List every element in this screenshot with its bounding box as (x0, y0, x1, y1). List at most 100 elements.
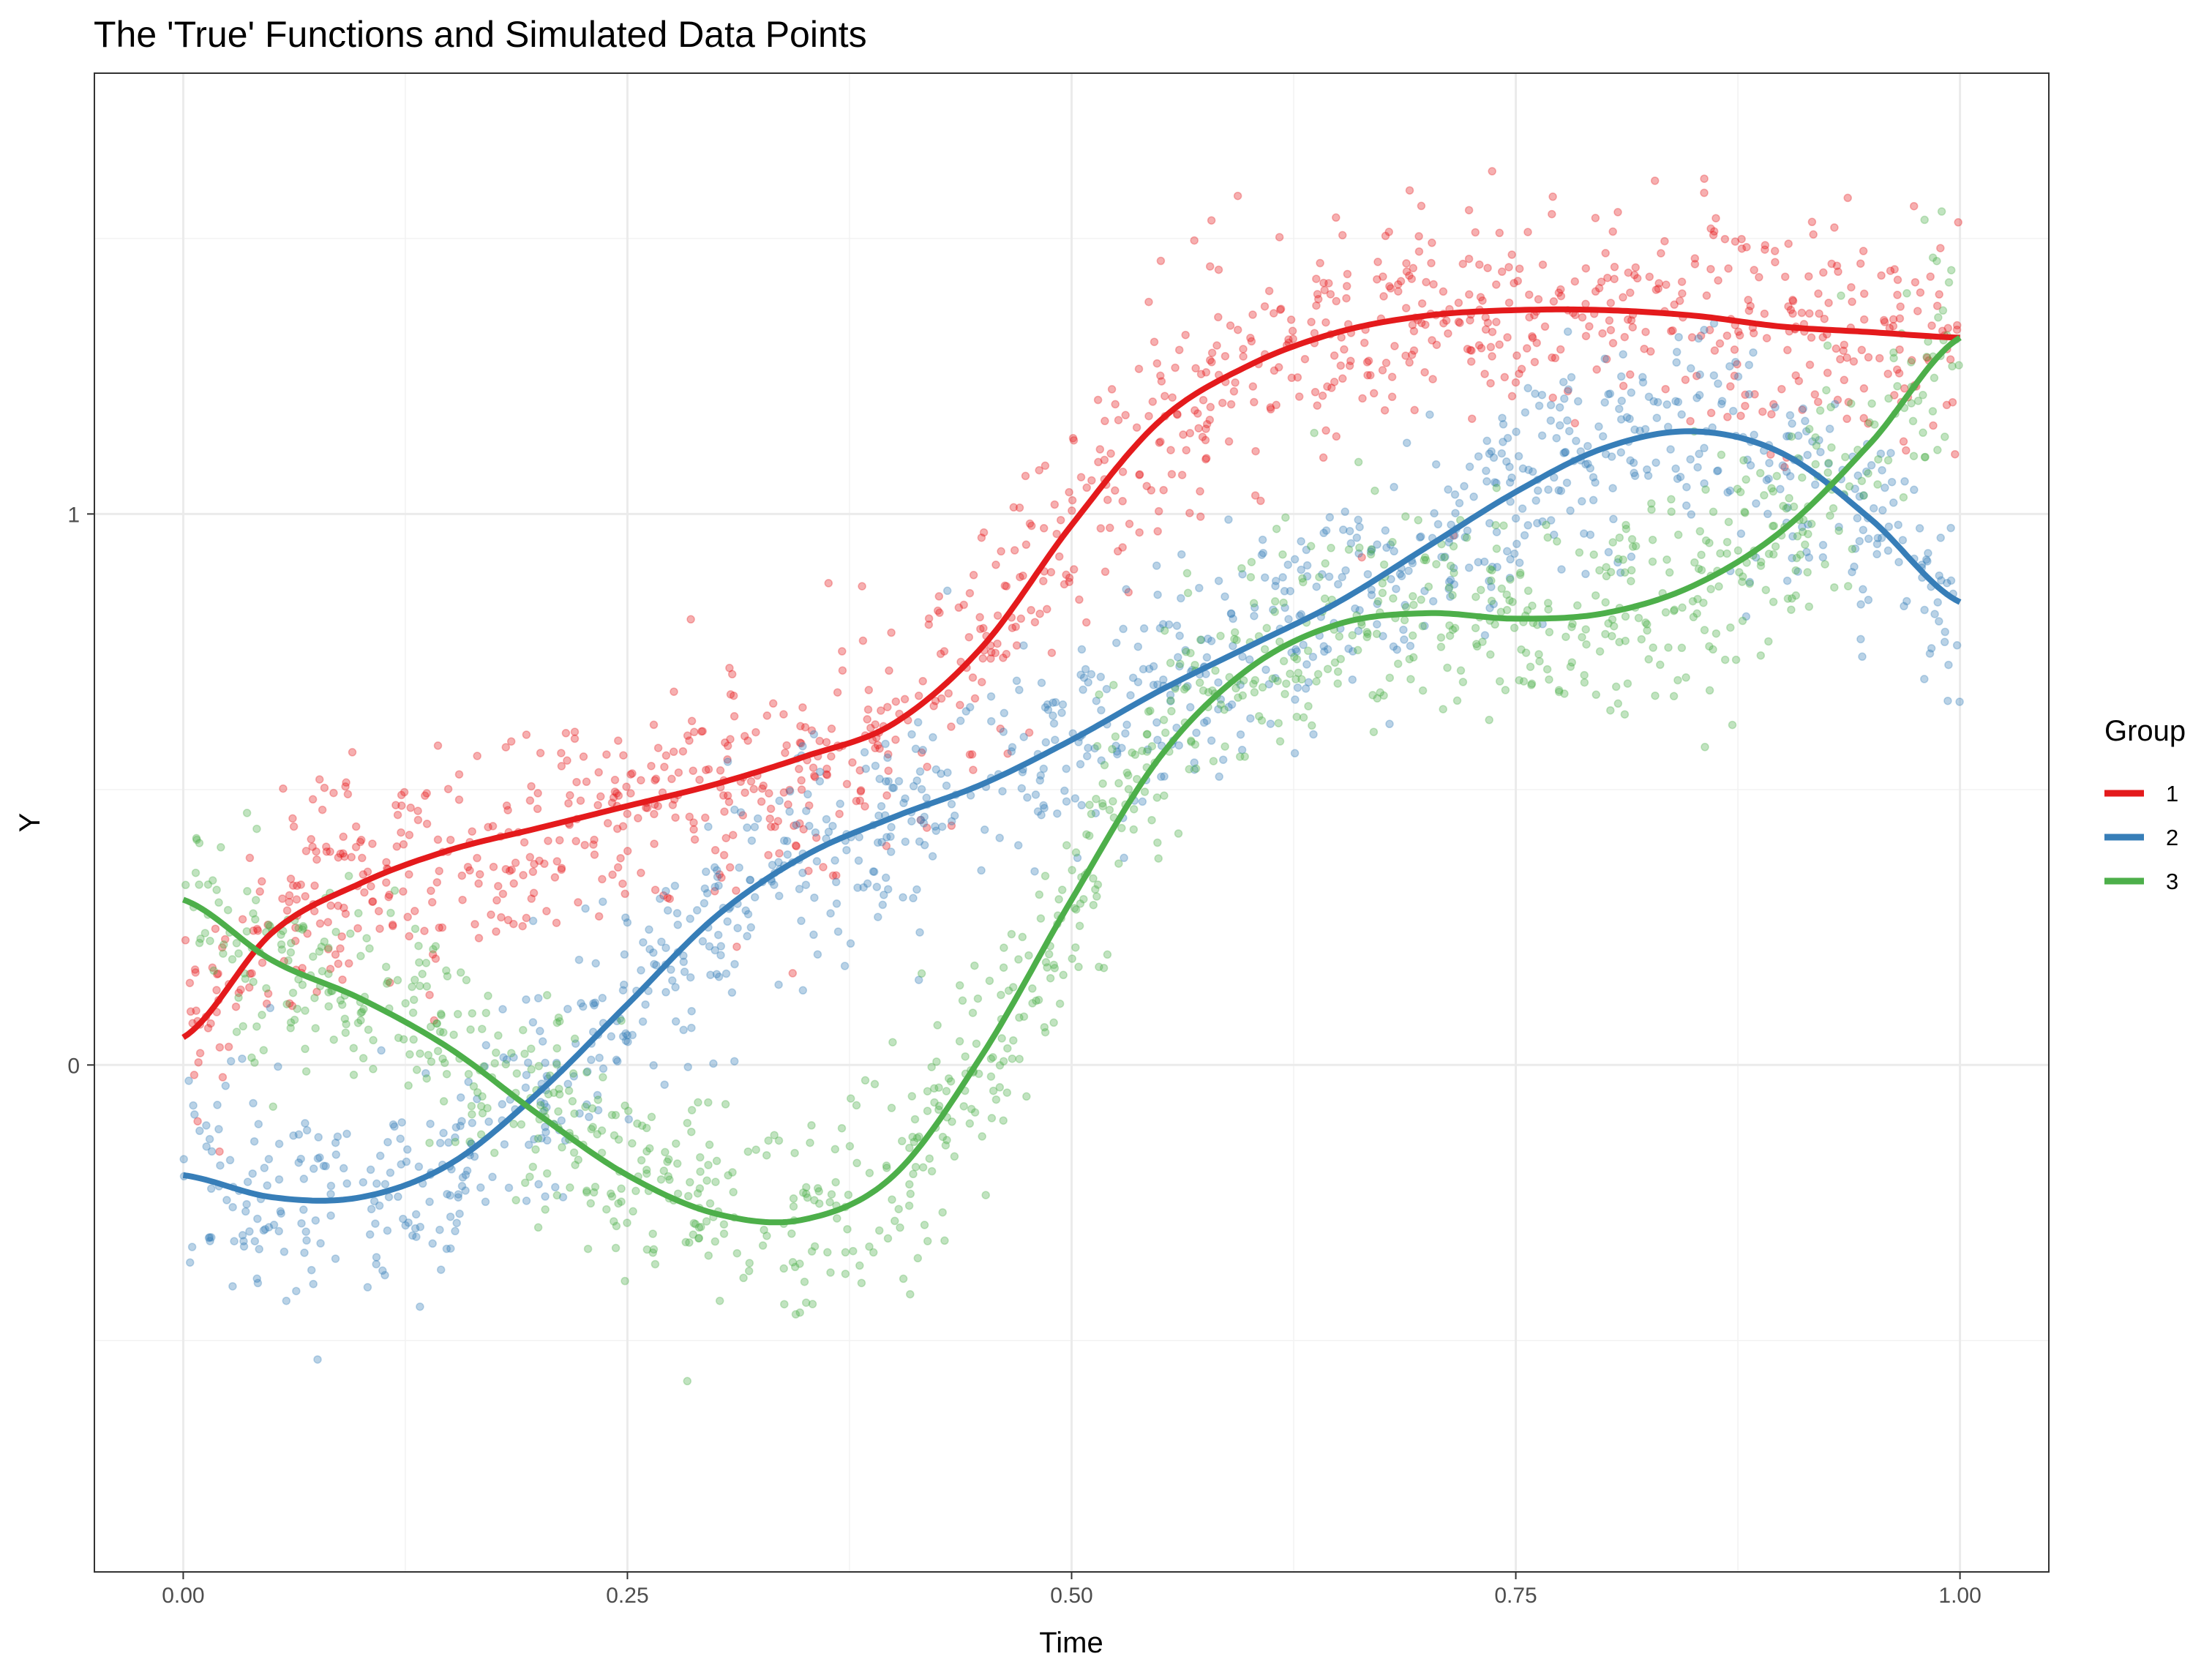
data-point (653, 801, 662, 811)
data-point (432, 1019, 442, 1028)
data-point (614, 1135, 623, 1144)
data-point (1182, 446, 1191, 454)
data-point (985, 976, 994, 985)
data-point (351, 842, 361, 852)
data-point (594, 912, 604, 921)
data-point (1692, 609, 1701, 618)
data-point (1378, 366, 1387, 375)
data-point (277, 930, 285, 939)
data-point (1008, 623, 1017, 632)
data-point (374, 907, 383, 915)
data-point (1316, 258, 1324, 268)
data-point (1259, 548, 1268, 558)
data-point (1792, 553, 1802, 563)
data-point (1149, 681, 1158, 689)
data-point (1012, 676, 1021, 686)
data-point (1700, 326, 1709, 334)
data-point (1528, 332, 1537, 341)
data-point (457, 1182, 467, 1191)
data-point (970, 1108, 980, 1117)
data-point (881, 776, 891, 786)
data-point (1402, 259, 1411, 268)
data-point (570, 1034, 580, 1044)
data-point (1523, 521, 1532, 530)
data-point (1386, 284, 1395, 293)
data-point (713, 872, 722, 881)
data-point (1649, 397, 1658, 406)
data-point (1937, 207, 1946, 216)
data-point (397, 790, 406, 800)
data-point (1737, 234, 1746, 244)
data-point (766, 823, 776, 831)
data-point (207, 1147, 217, 1156)
data-point (1568, 619, 1577, 629)
data-point (529, 888, 539, 898)
data-point (614, 736, 623, 745)
data-point (1095, 690, 1103, 699)
data-point (1046, 568, 1056, 577)
data-point (414, 1162, 424, 1172)
data-point (1562, 478, 1572, 487)
data-point (1166, 696, 1175, 705)
data-point (1010, 546, 1019, 555)
data-point (250, 1237, 260, 1246)
data-point (531, 1145, 540, 1154)
data-point (192, 835, 201, 845)
data-point (1502, 605, 1512, 615)
data-point (1004, 986, 1013, 995)
data-point (999, 654, 1008, 662)
data-point (795, 885, 804, 894)
data-point (641, 1000, 650, 1009)
data-point (621, 1276, 629, 1286)
data-point (661, 1147, 670, 1157)
data-point (1208, 686, 1217, 695)
data-point (1788, 309, 1797, 318)
data-point (1489, 453, 1499, 463)
data-point (467, 1101, 476, 1111)
data-point (1379, 272, 1387, 281)
data-point (1191, 406, 1199, 415)
data-point (1742, 475, 1750, 484)
data-point (557, 1116, 566, 1125)
data-point (1487, 596, 1496, 605)
data-point (1082, 483, 1091, 493)
data-point (1859, 491, 1868, 500)
data-point (239, 1022, 247, 1031)
data-point (457, 1117, 466, 1126)
data-point (1884, 523, 1894, 531)
data-point (1149, 662, 1158, 671)
data-point (1591, 591, 1600, 600)
data-point (326, 847, 334, 856)
data-point (874, 913, 882, 921)
data-point (965, 1119, 975, 1128)
data-point (414, 941, 423, 951)
data-point (1480, 557, 1489, 566)
data-point (1239, 352, 1248, 361)
data-point (509, 879, 518, 888)
data-point (942, 1136, 951, 1145)
data-point (1318, 570, 1327, 579)
data-point (849, 1246, 858, 1256)
data-point (1372, 629, 1381, 638)
data-point (925, 1154, 934, 1163)
data-point (1555, 402, 1564, 412)
data-point (1037, 810, 1046, 820)
data-point (940, 1236, 949, 1246)
data-point (940, 647, 949, 656)
data-point (541, 1128, 550, 1136)
data-point (1369, 389, 1379, 398)
data-point (1251, 491, 1260, 500)
data-point (501, 743, 511, 752)
data-point (1782, 467, 1791, 476)
data-point (743, 823, 751, 832)
data-point (628, 769, 637, 778)
data-point (1556, 421, 1564, 430)
data-point (1196, 370, 1206, 378)
data-point (1480, 370, 1489, 378)
data-point (1733, 327, 1743, 337)
data-point (1440, 553, 1449, 562)
data-point (1689, 613, 1698, 622)
data-point (1158, 620, 1168, 629)
data-point (1450, 623, 1460, 633)
data-point (433, 835, 443, 845)
